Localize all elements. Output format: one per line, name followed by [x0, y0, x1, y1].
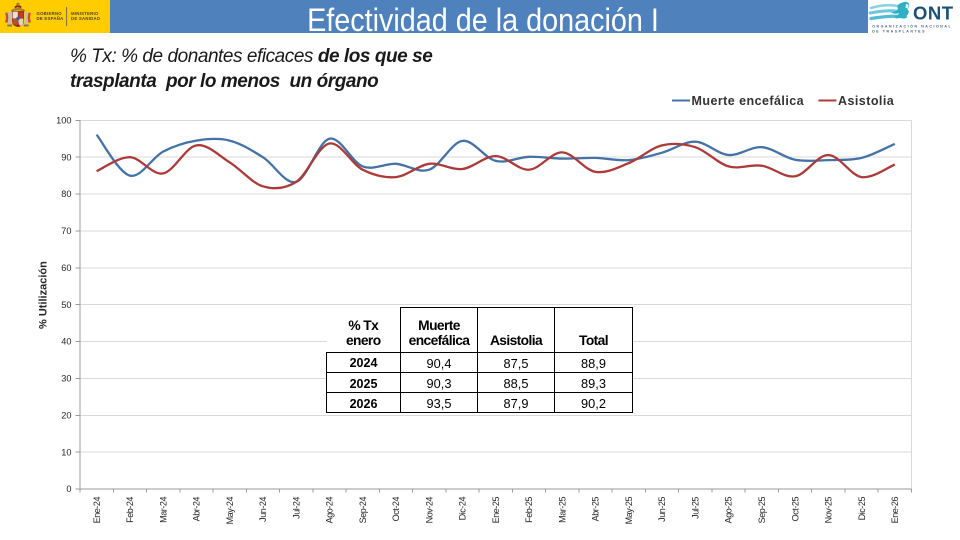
svg-text:Feb-24: Feb-24 — [125, 497, 135, 523]
svg-text:Nov-25: Nov-25 — [824, 497, 834, 524]
svg-text:60: 60 — [61, 263, 71, 273]
svg-text:Muerte encefálica: Muerte encefálica — [692, 94, 805, 108]
svg-text:Mar-24: Mar-24 — [158, 497, 168, 523]
svg-text:DE SANIDAD: DE SANIDAD — [71, 16, 100, 21]
svg-text:0: 0 — [66, 484, 71, 494]
svg-text:100: 100 — [56, 116, 71, 126]
svg-text:ONT: ONT — [913, 3, 954, 24]
svg-text:90: 90 — [61, 152, 71, 162]
svg-text:% Utilización: % Utilización — [38, 261, 50, 329]
svg-text:Dic-25: Dic-25 — [857, 497, 867, 521]
svg-text:Oct-25: Oct-25 — [790, 497, 800, 522]
svg-text:80: 80 — [61, 189, 71, 199]
svg-text:Sep-24: Sep-24 — [358, 497, 368, 524]
svg-text:Ene-25: Ene-25 — [491, 497, 501, 524]
svg-text:20: 20 — [61, 411, 71, 421]
svg-text:70: 70 — [61, 226, 71, 236]
svg-text:Asistolia: Asistolia — [838, 94, 895, 108]
svg-text:Sep-25: Sep-25 — [757, 497, 767, 524]
svg-text:Ene-26: Ene-26 — [890, 497, 900, 524]
svg-text:Ago-25: Ago-25 — [724, 497, 734, 524]
svg-text:50: 50 — [61, 300, 71, 310]
svg-text:10: 10 — [61, 447, 71, 457]
svg-text:Feb-25: Feb-25 — [524, 497, 534, 523]
svg-text:Jul-24: Jul-24 — [291, 497, 301, 519]
svg-text:MINISTERIO: MINISTERIO — [71, 11, 99, 16]
svg-text:Ago-24: Ago-24 — [325, 497, 335, 524]
svg-text:Dic-24: Dic-24 — [458, 497, 468, 521]
svg-text:Jul-25: Jul-25 — [691, 497, 701, 519]
svg-text:GOBIERNO: GOBIERNO — [37, 11, 63, 16]
svg-text:May-25: May-25 — [624, 497, 634, 525]
svg-text:Ene-24: Ene-24 — [92, 497, 102, 524]
svg-text:Oct-24: Oct-24 — [391, 497, 401, 522]
svg-text:30: 30 — [61, 374, 71, 384]
svg-text:Abr-24: Abr-24 — [192, 497, 202, 522]
svg-text:Jun-25: Jun-25 — [657, 497, 667, 522]
svg-text:Abr-25: Abr-25 — [591, 497, 601, 522]
svg-text:May-24: May-24 — [225, 497, 235, 525]
svg-text:Jun-24: Jun-24 — [258, 497, 268, 522]
svg-text:DE TRASPLANTES: DE TRASPLANTES — [872, 30, 926, 34]
svg-text:DE ESPAÑA: DE ESPAÑA — [37, 16, 64, 21]
svg-text:Mar-25: Mar-25 — [557, 497, 567, 523]
svg-text:Nov-24: Nov-24 — [424, 497, 434, 524]
svg-text:ORGANIZACIÓN NACIONAL: ORGANIZACIÓN NACIONAL — [872, 24, 952, 29]
svg-text:40: 40 — [61, 337, 71, 347]
